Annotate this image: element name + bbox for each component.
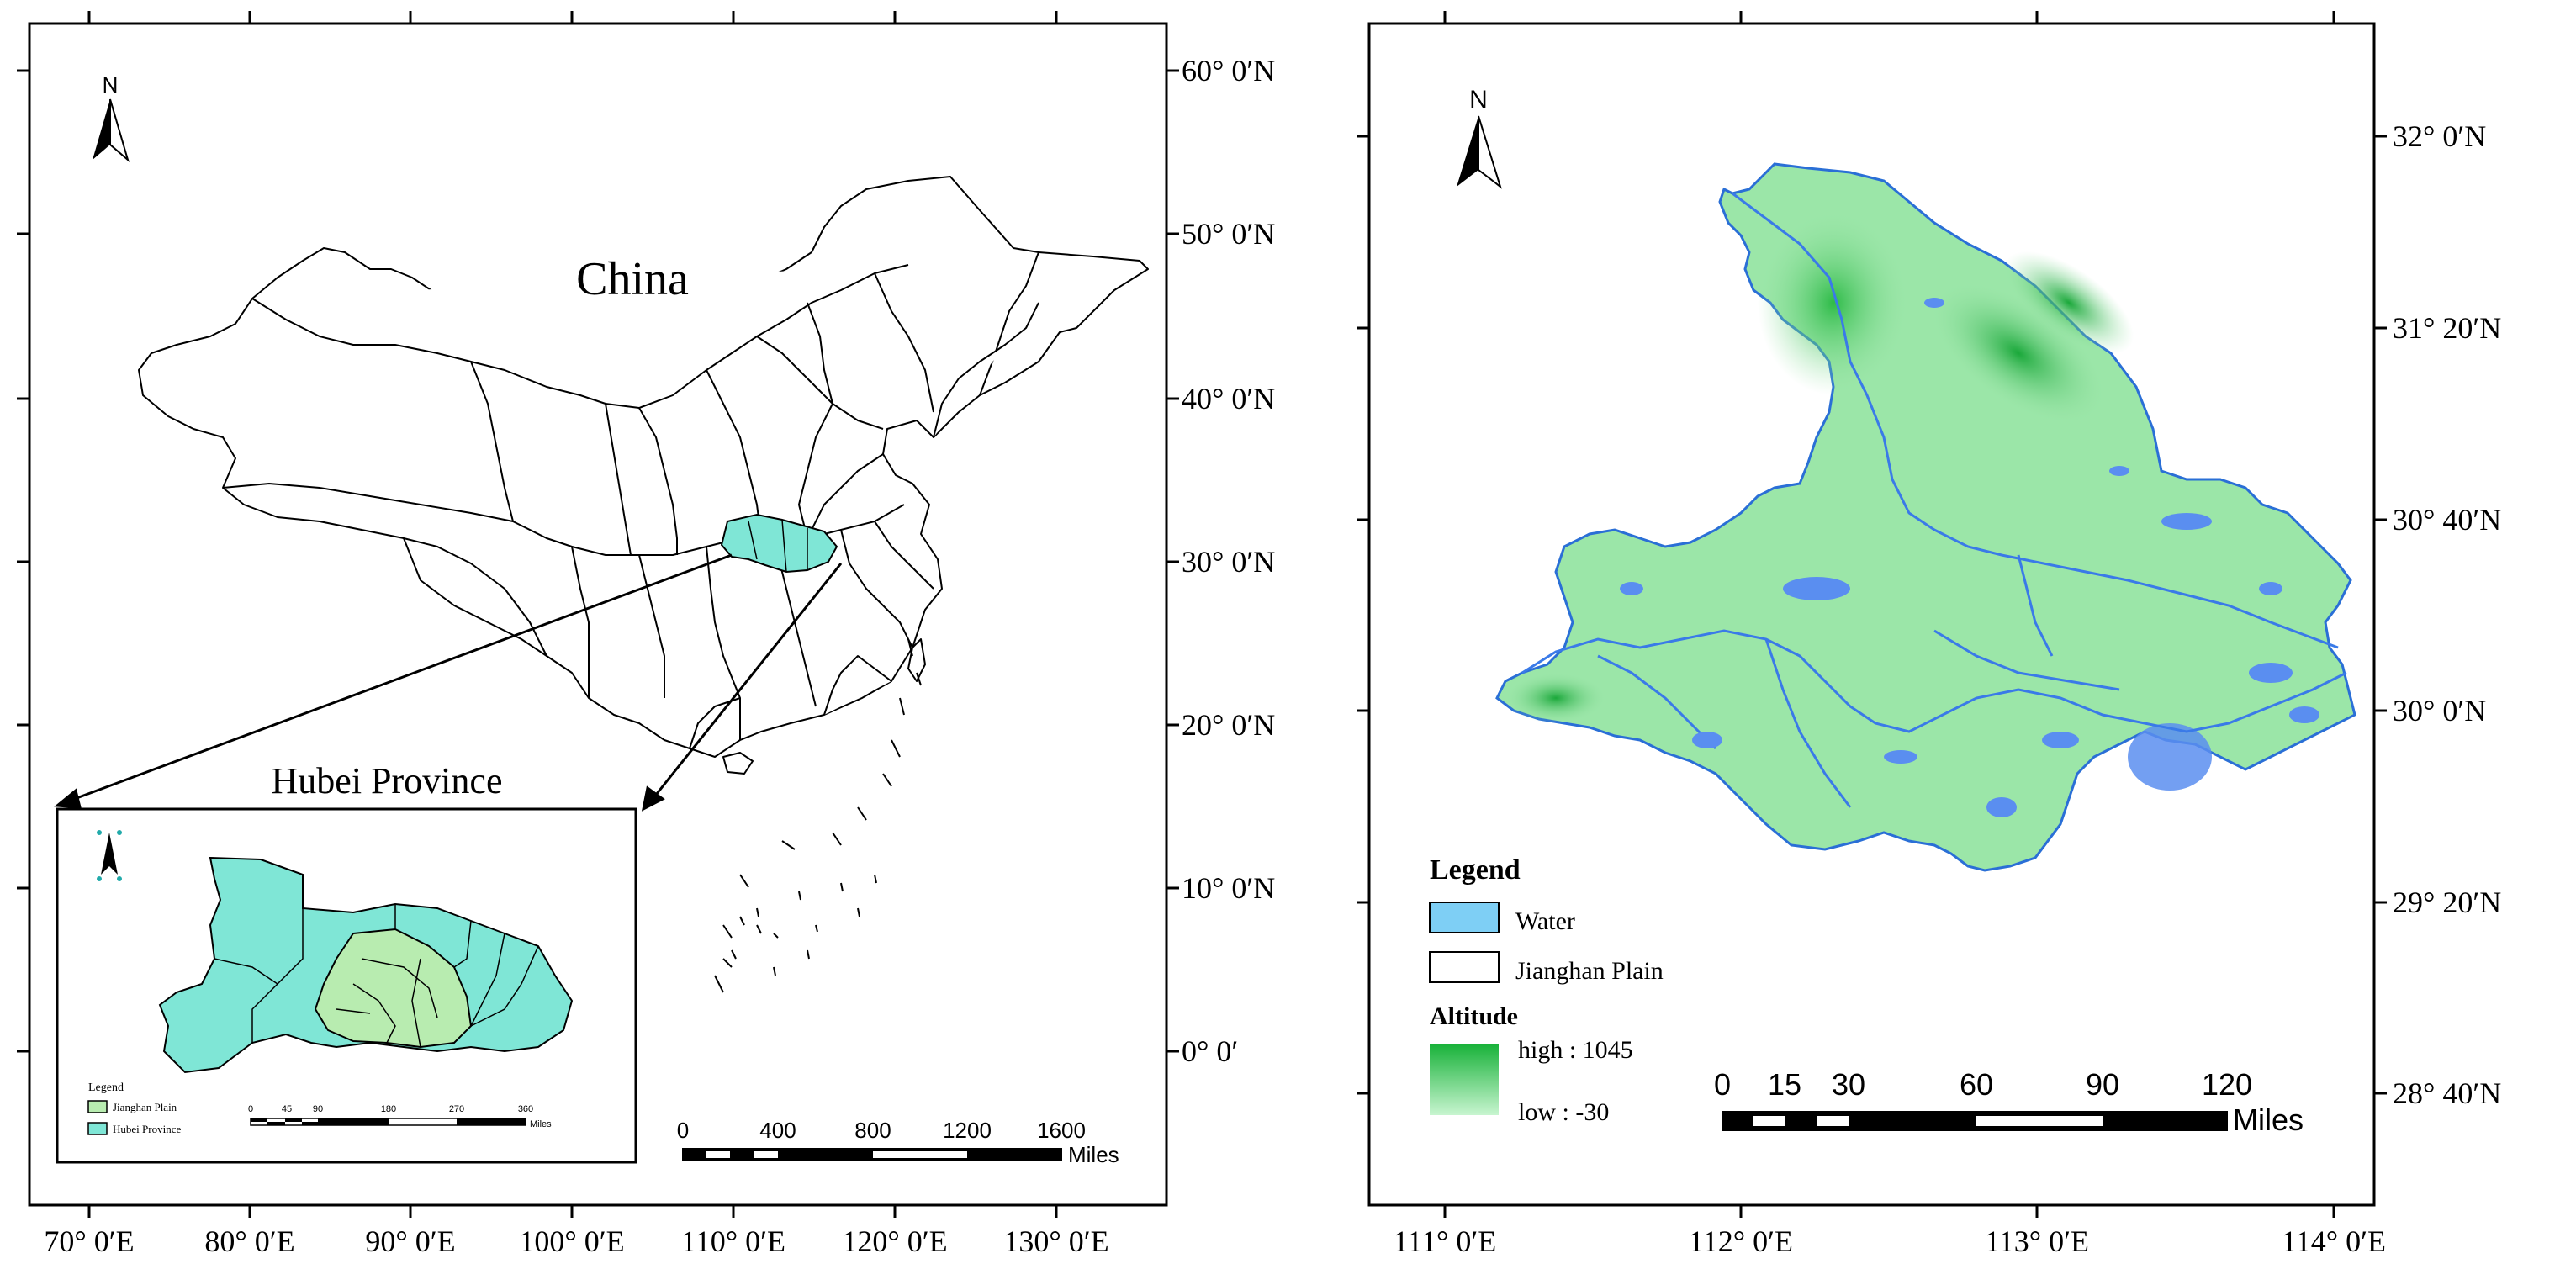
inset-legend-label: Jianghan Plain [113, 1101, 177, 1113]
left-lon-label: 110° 0′E [681, 1224, 785, 1258]
inset-scale-tick: 90 [313, 1104, 323, 1114]
right-legend: Legend Water Jianghan Plain Altitude hig… [1429, 854, 1664, 1126]
altitude-low-label: low : -30 [1518, 1098, 1609, 1126]
jianghan-plain-map [1495, 162, 2356, 872]
left-lat-label: 10° 0′N [1182, 871, 1275, 905]
right-scale-unit: Miles [2233, 1103, 2304, 1137]
left-lat-label: 60° 0′N [1182, 54, 1275, 87]
inset-scale-tick: 45 [282, 1104, 292, 1114]
left-scale-bar: 0 400 800 1200 1600 Miles [677, 1118, 1119, 1167]
right-scale-tick: 30 [1832, 1067, 1865, 1102]
left-lon-label: 130° 0′E [1003, 1224, 1108, 1258]
legend-label: Water [1515, 907, 1575, 935]
left-lon-label: 80° 0′E [204, 1224, 294, 1258]
inset-legend-swatch-hubei [87, 1122, 108, 1135]
right-scale-tick: 0 [1714, 1067, 1731, 1102]
right-map-panel: 32° 0′N 31° 20′N 30° 40′N 30° 0′N 29° 20… [1357, 11, 2501, 1258]
inset-legend-title: Legend [88, 1081, 124, 1094]
inset-legend-swatch-jianghan [87, 1100, 108, 1113]
inset-scale-tick: 270 [449, 1104, 464, 1114]
inset-title: Hubei Province [272, 760, 503, 801]
north-arrow-label: N [103, 72, 119, 98]
legend-swatch-jianghan [1429, 951, 1500, 983]
right-lon-labels: 111° 0′E 112° 0′E 113° 0′E 114° 0′E [1394, 1224, 2386, 1258]
inset-scale-tick: 180 [381, 1104, 396, 1114]
left-lat-label: 40° 0′N [1182, 382, 1275, 415]
legend-label: Jianghan Plain [1515, 957, 1664, 985]
rivers [1521, 192, 2347, 808]
right-lat-label: 29° 20′N [2393, 886, 2501, 919]
legend-swatch-water [1429, 902, 1500, 933]
left-lon-label: 90° 0′E [365, 1224, 455, 1258]
left-lat-label: 0° 0′ [1182, 1034, 1238, 1068]
left-north-arrow: N [93, 72, 130, 162]
right-lon-label: 111° 0′E [1394, 1224, 1497, 1258]
left-lat-labels: 60° 0′N 50° 0′N 40° 0′N 30° 0′N 20° 0′N … [1182, 54, 1275, 1068]
right-lon-label: 112° 0′E [1689, 1224, 1793, 1258]
right-lon-label: 113° 0′E [1985, 1224, 2089, 1258]
right-lat-label: 28° 40′N [2393, 1076, 2501, 1110]
inset-north-arrow [97, 830, 122, 881]
legend-title: Legend [1430, 854, 1521, 886]
right-lat-labels: 32° 0′N 31° 20′N 30° 40′N 30° 0′N 29° 20… [2393, 119, 2501, 1110]
china-map [138, 176, 1149, 775]
jianghan-plain-terrain [1495, 162, 2356, 872]
left-scale-tick: 800 [854, 1118, 891, 1143]
inset-scale-unit: Miles [530, 1119, 552, 1129]
left-map-panel: 60° 0′N 50° 0′N 40° 0′N 30° 0′N 20° 0′N … [17, 11, 1275, 1258]
inset-scale-tick: 0 [248, 1104, 253, 1114]
hubei-inset: Legend Jianghan Plain Hubei Province 0 4… [56, 807, 637, 1164]
right-lon-label: 114° 0′E [2282, 1224, 2386, 1258]
altitude-title: Altitude [1430, 1002, 1518, 1030]
right-lat-label: 32° 0′N [2393, 119, 2486, 153]
right-scale-tick: 90 [2086, 1067, 2119, 1102]
north-arrow-label: N [1469, 86, 1488, 114]
taiwan-island [907, 638, 926, 682]
right-scale-tick: 60 [1960, 1067, 1993, 1102]
left-scale-tick: 1600 [1037, 1118, 1086, 1143]
left-scale-tick: 400 [759, 1118, 796, 1143]
left-lon-labels: 70° 0′E 80° 0′E 90° 0′E 100° 0′E 110° 0′… [44, 1224, 1108, 1258]
right-map-frame [1367, 22, 2376, 1207]
left-scale-unit: Miles [1068, 1142, 1119, 1167]
south-china-sea-islands [714, 638, 922, 993]
right-lon-ticks [1443, 11, 2335, 1218]
right-lat-label: 30° 40′N [2393, 503, 2501, 537]
left-lat-label: 50° 0′N [1182, 217, 1275, 251]
left-scale-tick: 1200 [943, 1118, 992, 1143]
inset-scale-tick: 360 [518, 1104, 533, 1114]
callout-arrows [54, 553, 843, 812]
right-lat-label: 31° 20′N [2393, 311, 2501, 345]
china-label: China [576, 253, 689, 305]
altitude-gradient [1430, 1044, 1499, 1115]
water-bodies [1620, 298, 2319, 817]
left-lat-label: 20° 0′N [1182, 708, 1275, 742]
inset-legend-label: Hubei Province [113, 1123, 181, 1135]
left-lon-label: 120° 0′E [842, 1224, 947, 1258]
left-lon-label: 70° 0′E [44, 1224, 134, 1258]
inset-scale-bar: 0 45 90 180 270 360 Miles [248, 1104, 552, 1129]
left-lat-label: 30° 0′N [1182, 545, 1275, 579]
right-scale-tick: 15 [1768, 1067, 1801, 1102]
left-lon-label: 100° 0′E [519, 1224, 624, 1258]
left-map-frame [28, 22, 1168, 1207]
left-lon-ticks [87, 11, 1058, 1218]
right-scale-tick: 120 [2202, 1067, 2252, 1102]
right-north-arrow: N [1457, 86, 1502, 189]
altitude-high-label: high : 1045 [1518, 1036, 1633, 1064]
right-lat-label: 30° 0′N [2393, 694, 2486, 727]
left-scale-tick: 0 [677, 1118, 689, 1143]
hainan-island [722, 752, 754, 775]
right-scale-bar: 0 15 30 60 90 120 Miles [1714, 1067, 2304, 1137]
left-lat-ticks [17, 69, 1179, 1053]
right-lat-ticks [1357, 135, 2387, 1095]
